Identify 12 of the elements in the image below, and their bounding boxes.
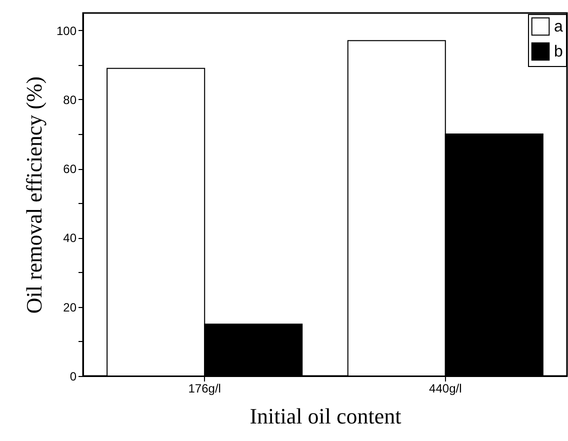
y-tick-label: 100 <box>56 24 77 38</box>
legend-label: a <box>554 18 563 36</box>
x-axis-title: Initial oil content <box>250 404 402 428</box>
x-tick-label: 176g/l <box>188 382 221 396</box>
y-tick-label: 60 <box>63 162 77 176</box>
y-tick-label: 40 <box>63 231 77 246</box>
y-tick-label: 20 <box>63 300 77 314</box>
y-tick-label: 80 <box>63 92 77 107</box>
y-tick-label: 0 <box>70 370 77 384</box>
x-tick-label: 440g/l <box>429 382 462 396</box>
y-axis-title: Oil removal efficiency (%) <box>21 76 46 314</box>
legend-label: b <box>554 44 563 60</box>
